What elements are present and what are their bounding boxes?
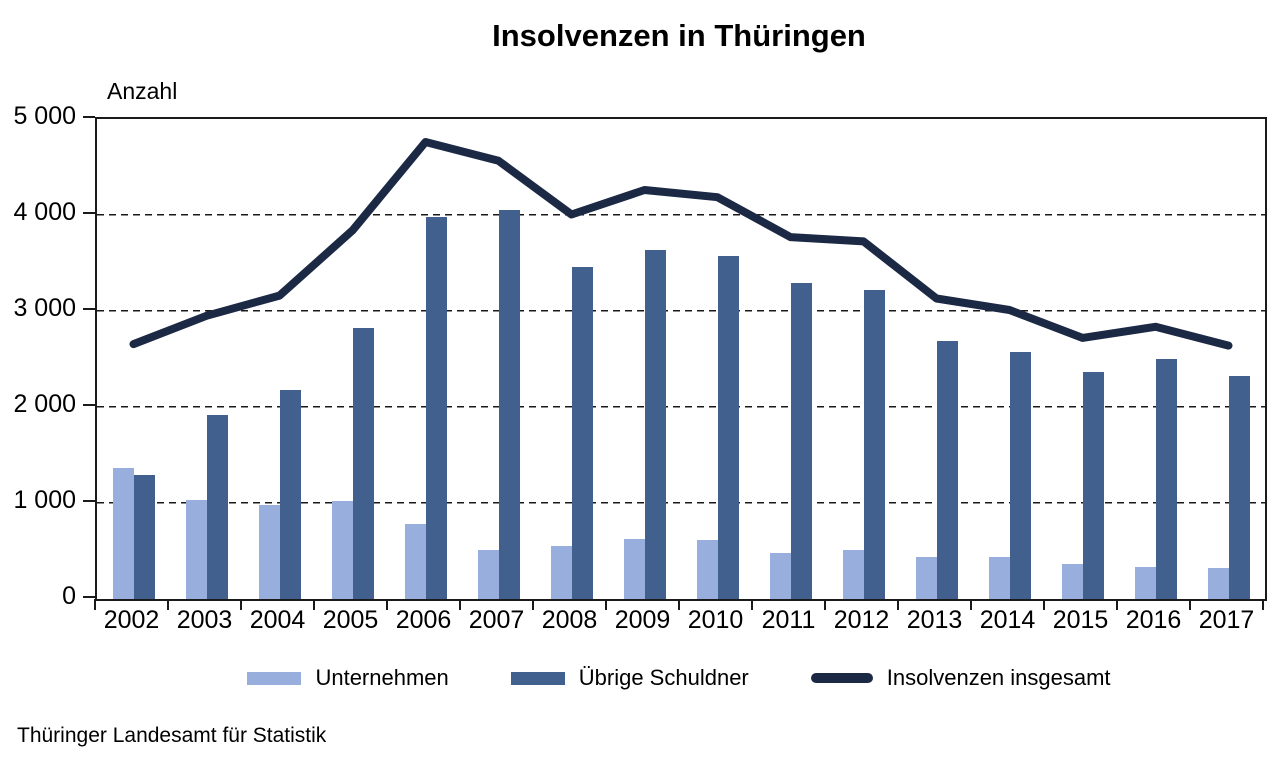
y-tick-label: 2 000: [13, 390, 76, 418]
bar--brige-schuldner-2004: [279, 389, 301, 599]
bar--brige-schuldner-2002: [133, 475, 155, 599]
bar--brige-schuldner-2012: [863, 290, 885, 599]
bar-unternehmen-2014: [988, 557, 1010, 599]
bar-unternehmen-2012: [842, 550, 864, 599]
bar--brige-schuldner-2010: [717, 256, 739, 599]
y-tick-label: 3 000: [13, 294, 76, 322]
x-tick: [1189, 599, 1191, 610]
x-tick: [1262, 599, 1264, 610]
legend-swatch-uebrige-schuldner: [510, 671, 565, 685]
legend: Unternehmen Übrige Schuldner Insolvenzen…: [95, 657, 1263, 699]
legend-label-uebrige-schuldner: Übrige Schuldner: [578, 665, 749, 690]
x-tick: [1043, 599, 1045, 610]
bar-unternehmen-2005: [331, 501, 353, 599]
bar-unternehmen-2003: [185, 500, 207, 599]
x-tick-label: 2002: [103, 606, 160, 634]
bar-unternehmen-2013: [915, 556, 937, 599]
bar-unternehmen-2010: [696, 539, 718, 599]
x-tick-label: 2011: [761, 606, 816, 634]
bar-unternehmen-2009: [623, 539, 645, 599]
x-tick: [970, 599, 972, 610]
total-line-svg: [129, 138, 1233, 350]
bar-unternehmen-2017: [1207, 568, 1229, 599]
x-tick: [751, 599, 753, 610]
x-tick: [1116, 599, 1118, 610]
y-tick: [83, 404, 95, 406]
x-tick-label: 2012: [833, 606, 890, 634]
x-tick: [897, 599, 899, 610]
y-tick-label: 1 000: [13, 486, 76, 514]
x-tick-label: 2007: [468, 606, 525, 634]
x-tick: [240, 599, 242, 610]
legend-label-insolvenzen-insgesamt: Insolvenzen insgesamt: [886, 665, 1111, 690]
x-tick: [167, 599, 169, 610]
x-tick-label: 2005: [322, 606, 379, 634]
bar--brige-schuldner-2014: [1009, 351, 1031, 599]
y-tick-label: 5 000: [13, 102, 76, 130]
x-tick: [386, 599, 388, 610]
y-tick: [83, 212, 95, 214]
x-tick: [459, 599, 461, 610]
gridline-2000: [97, 406, 1265, 408]
x-tick-label: 2008: [541, 606, 598, 634]
x-tick-label: 2016: [1125, 606, 1182, 634]
bar-unternehmen-2004: [258, 504, 280, 599]
bar-unternehmen-2015: [1061, 564, 1083, 599]
x-tick-label: 2003: [176, 606, 233, 634]
legend-swatch-unternehmen: [247, 671, 302, 685]
chart-title: Insolvenzen in Thüringen: [492, 18, 866, 53]
x-tick-label: 2017: [1198, 606, 1255, 634]
plot-area: [95, 117, 1267, 601]
x-tick-label: 2006: [395, 606, 452, 634]
bar-unternehmen-2007: [477, 550, 499, 599]
bar--brige-schuldner-2006: [425, 216, 447, 599]
x-tick: [824, 599, 826, 610]
legend-item-insolvenzen-insgesamt: Insolvenzen insgesamt: [810, 665, 1111, 691]
bar-unternehmen-2011: [769, 552, 791, 599]
bar--brige-schuldner-2003: [206, 414, 228, 599]
x-tick: [313, 599, 315, 610]
bar--brige-schuldner-2015: [1082, 372, 1104, 599]
bar--brige-schuldner-2005: [352, 328, 374, 599]
gridline-1000: [97, 502, 1265, 504]
legend-swatch-insolvenzen-insgesamt: [810, 673, 873, 683]
x-tick-label: 2013: [906, 606, 963, 634]
source-attribution: Thüringer Landesamt für Statistik: [17, 724, 327, 747]
x-tick-label: 2014: [979, 606, 1036, 634]
bar--brige-schuldner-2013: [936, 340, 958, 599]
bar--brige-schuldner-2016: [1155, 358, 1177, 599]
legend-item-uebrige-schuldner: Übrige Schuldner: [510, 665, 749, 691]
bar--brige-schuldner-2009: [644, 249, 666, 599]
bar--brige-schuldner-2017: [1228, 376, 1250, 599]
bar--brige-schuldner-2007: [498, 209, 520, 599]
x-tick: [605, 599, 607, 610]
total-line: [129, 138, 1233, 350]
gridline-3000: [97, 310, 1265, 312]
bar-unternehmen-2008: [550, 546, 572, 599]
x-tick-label: 2009: [614, 606, 671, 634]
y-tick: [83, 596, 95, 598]
legend-label-unternehmen: Unternehmen: [315, 665, 449, 690]
y-tick: [83, 116, 95, 118]
bar-unternehmen-2002: [112, 467, 134, 599]
bar--brige-schuldner-2008: [571, 267, 593, 599]
y-tick-label: 0: [62, 582, 76, 610]
bar--brige-schuldner-2011: [790, 283, 812, 599]
legend-item-unternehmen: Unternehmen: [247, 665, 449, 691]
bar-unternehmen-2006: [404, 524, 426, 599]
y-axis-unit-label: Anzahl: [107, 78, 178, 104]
x-tick: [532, 599, 534, 610]
x-tick-label: 2004: [249, 606, 306, 634]
y-tick: [83, 500, 95, 502]
x-tick-label: 2010: [687, 606, 744, 634]
gridline-4000: [97, 214, 1265, 216]
y-tick: [83, 308, 95, 310]
x-tick: [678, 599, 680, 610]
x-tick: [94, 599, 96, 610]
y-tick-label: 4 000: [13, 198, 76, 226]
x-tick-label: 2015: [1052, 606, 1109, 634]
bar-unternehmen-2016: [1134, 567, 1156, 599]
